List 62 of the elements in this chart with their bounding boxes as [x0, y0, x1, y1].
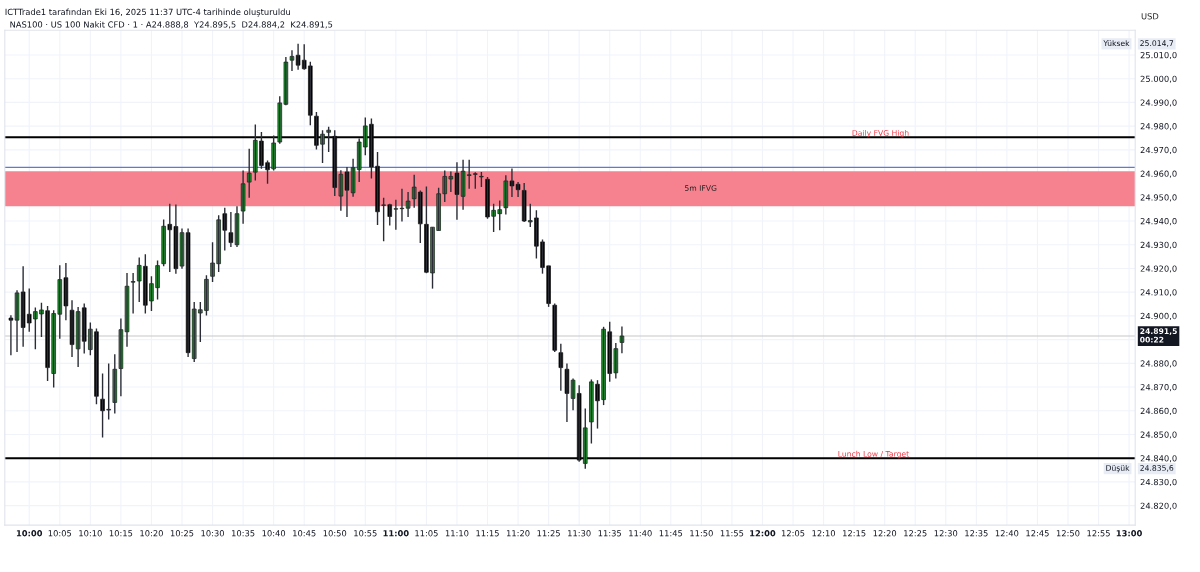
x-tick-label: 10:45 [293, 530, 316, 537]
x-tick-label: 11:25 [537, 530, 560, 537]
x-tick-label: 10:15 [109, 530, 133, 537]
x-tick-label: 10:10 [79, 530, 102, 537]
x-tick-label: 12:15 [843, 530, 866, 537]
x-tick-label: 12:05 [781, 530, 805, 537]
x-tick-label: 10:20 [140, 530, 163, 537]
x-tick-label: 11:50 [690, 530, 713, 537]
y-tick-label: 24.820,0 [1140, 502, 1177, 510]
x-tick-label: 11:05 [415, 530, 438, 537]
x-tick-label: 11:15 [476, 530, 499, 537]
chart-title: ICTTrade1 tarafından Eki 16, 2025 11:37 UTC-4 tarihinde oluşturuldu [5, 8, 290, 17]
y-tick-label: 24.950,0 [1140, 194, 1177, 202]
x-tick-label: 10:40 [262, 530, 286, 537]
x-tick-label: 11:20 [506, 530, 530, 537]
y-tick-label: 24.870,0 [1140, 384, 1177, 392]
y-tick-label: 24.910,0 [1140, 289, 1177, 297]
y-tick-label: 24.920,0 [1140, 265, 1177, 273]
y-tick-label: 24.830,0 [1140, 478, 1177, 487]
x-tick-label: 12:20 [873, 530, 897, 537]
y-tick-label: 24.900,0 [1140, 312, 1177, 321]
x-tick-label: 12:50 [1056, 530, 1080, 537]
x-tick-label: 10:35 [232, 530, 255, 537]
y-tick-label: 24.940,0 [1140, 218, 1177, 226]
y-tick-label: 24.840,0 [1140, 455, 1177, 463]
x-tick-label: 11:30 [568, 530, 591, 537]
y-tick-label: 24.980,0 [1140, 123, 1177, 131]
y-tick-label: 24.960,0 [1140, 170, 1177, 178]
x-tick-label: 11:00 [383, 530, 409, 537]
chart-subtitle: NAS100 · US 100 Nakit CFD · 1 · A24.888,8 Y24.895,5 D24.884,2 K24.891,5 [10, 21, 333, 29]
x-tick-label: 10:55 [354, 530, 377, 537]
y-tick-label: 25.010,0 [1140, 51, 1177, 60]
x-tick-label: 11:35 [598, 530, 621, 537]
x-tick-label: 10:00 [16, 530, 43, 537]
x-tick-label: 11:45 [659, 530, 683, 537]
x-tick-label: 10:30 [201, 530, 224, 537]
y-tick-label: 24.850,0 [1140, 431, 1177, 439]
candlestick [326, 126, 331, 153]
y-tick-label: 24.930,0 [1140, 241, 1177, 249]
x-tick-label: 12:40 [995, 530, 1019, 537]
x-tick-label: 10:05 [48, 530, 72, 537]
x-tick-label: 12:10 [812, 530, 836, 537]
x-tick-label: 11:55 [720, 530, 744, 537]
y-tick-label: 24.970,0 [1140, 146, 1177, 154]
x-tick-label: 11:40 [629, 530, 652, 537]
y-tick-label: 24.880,0 [1140, 360, 1177, 368]
x-tick-label: 10:50 [323, 530, 347, 537]
x-tick-label: 12:00 [750, 530, 776, 537]
x-tick-label: 12:35 [965, 530, 988, 537]
y-axis-title: USD [1141, 13, 1159, 20]
y-tick-label: 24.860,0 [1140, 407, 1177, 415]
candlestick [112, 353, 118, 415]
candlestick [552, 302, 557, 353]
y-tick-label: 24.990,0 [1140, 99, 1177, 107]
x-tick-label: 10:25 [170, 530, 194, 537]
x-tick-label: 12:55 [1087, 530, 1110, 537]
x-tick-label: 12:45 [1026, 530, 1049, 537]
x-tick-label: 12:30 [934, 530, 958, 537]
x-tick-label: 12:25 [904, 530, 927, 537]
x-tick-label: 13:00 [1116, 530, 1142, 537]
y-tick-label: 25.000,0 [1140, 75, 1177, 83]
x-tick-label: 11:10 [445, 530, 469, 537]
